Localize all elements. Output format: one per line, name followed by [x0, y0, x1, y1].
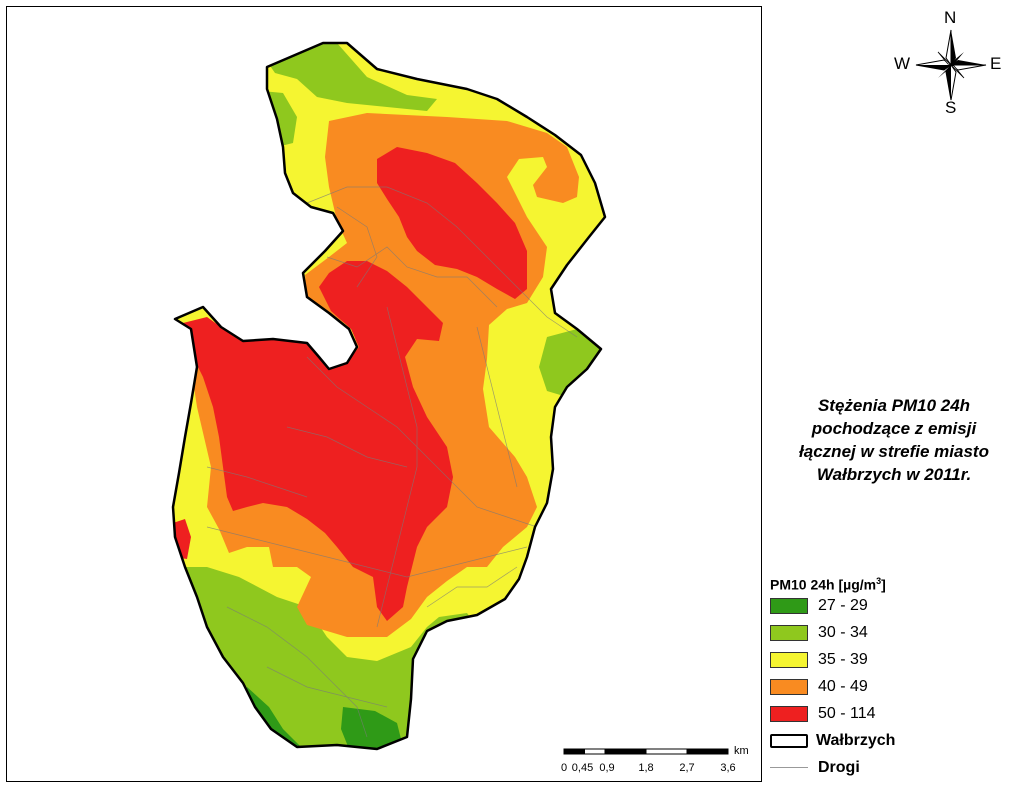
- legend-class-label: 40 - 49: [818, 677, 868, 695]
- concentration-map: [171, 41, 607, 751]
- legend-class-label: 30 - 34: [818, 623, 868, 641]
- scale-tick-label: 2,7: [679, 762, 694, 774]
- compass-north-label: N: [944, 8, 957, 27]
- legend-swatch: [770, 597, 808, 614]
- legend-header: PM10 24h [µg/m3]: [770, 570, 1020, 593]
- legend-header-sup: 3: [876, 576, 882, 586]
- map-title: Stężenia PM10 24h pochodzące z emisji łą…: [799, 396, 989, 484]
- roads: [206, 186, 578, 738]
- scale-tick-label: 0: [561, 762, 567, 774]
- scale-tick-label: 3,6: [720, 762, 735, 774]
- legend-swatch: [770, 705, 808, 722]
- legend-class-row: 30 - 34: [770, 619, 1020, 646]
- legend-class-label: 35 - 39: [818, 650, 868, 668]
- zone-30-34-east: [539, 329, 605, 397]
- scale-segment: [645, 748, 688, 755]
- legend-swatch: [770, 678, 808, 695]
- road-line-symbol: [770, 767, 808, 768]
- compass-star-icon: [915, 29, 987, 101]
- zone-50-114-central: [183, 261, 453, 621]
- legend-class-label: 27 - 29: [818, 596, 868, 614]
- legend-class-row: 40 - 49: [770, 673, 1020, 700]
- legend-class-row: 35 - 39: [770, 646, 1020, 673]
- scale-segment: [563, 748, 585, 755]
- legend-header-suffix: ]: [881, 576, 886, 593]
- compass-south-label: S: [945, 98, 957, 117]
- legend-swatch: [770, 624, 808, 641]
- legend-boundary-label: Wałbrzych: [816, 731, 896, 749]
- boundary-symbol: [770, 733, 808, 748]
- scale-unit: km: [734, 745, 749, 757]
- legend-boundary-row: Wałbrzych: [770, 727, 1020, 754]
- scale-labels: 0 0,45 0,9 1,8 2,7 3,6: [561, 762, 736, 774]
- legend-classes: 27 - 29 30 - 34 35 - 39 40 - 49 50 - 114: [770, 592, 1020, 727]
- city-boundary: [171, 41, 607, 751]
- legend-roads-row: Drogi: [770, 754, 1020, 781]
- legend-swatch: [770, 651, 808, 668]
- legend-class-row: 50 - 114: [770, 700, 1020, 727]
- scale-tick-label: 0,9: [599, 762, 614, 774]
- scale-bar: 0 0,45 0,9 1,8 2,7 3,6 km: [556, 744, 756, 776]
- scale-tick-label: 0,45: [572, 762, 593, 774]
- map-frame: [6, 6, 762, 782]
- legend-header-text: PM10 24h [µg/m: [770, 576, 877, 593]
- scale-tick-label: 1,8: [638, 762, 653, 774]
- zone-30-34-north: [257, 43, 437, 111]
- legend: PM10 24h [µg/m3] 27 - 29 30 - 34 35 - 39 40…: [770, 570, 1020, 781]
- concentration-zones: [173, 43, 605, 749]
- scale-segment: [686, 748, 729, 755]
- legend-class-row: 27 - 29: [770, 592, 1020, 619]
- legend-class-label: 50 - 114: [818, 704, 876, 722]
- scale-segment: [584, 748, 606, 755]
- compass-west-label: W: [894, 54, 911, 73]
- compass-east-label: E: [990, 54, 1002, 73]
- legend-roads-label: Drogi: [818, 758, 860, 776]
- scale-bar-graphic: 0 0,45 0,9 1,8 2,7 3,6 km: [561, 745, 749, 774]
- scale-segments: [563, 748, 729, 755]
- zone-27-29-south: [341, 707, 403, 749]
- scale-segment: [604, 748, 647, 755]
- compass-rose: N S E W: [894, 8, 1006, 120]
